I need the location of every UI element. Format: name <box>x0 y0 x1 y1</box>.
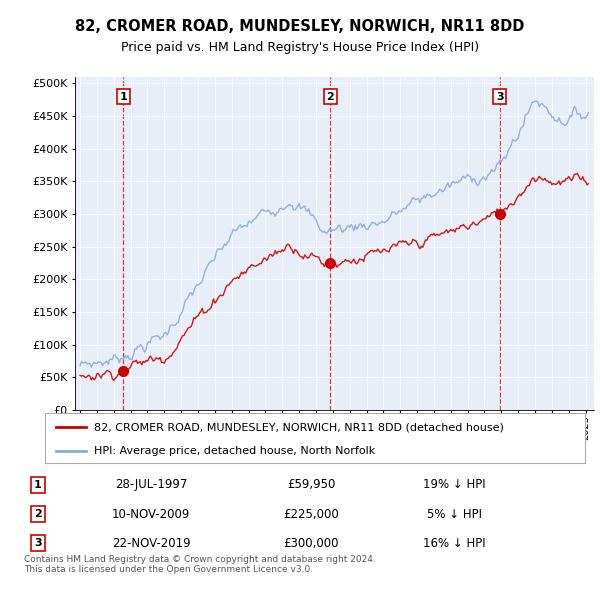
Text: 2: 2 <box>34 509 41 519</box>
Text: 1: 1 <box>34 480 41 490</box>
Text: £225,000: £225,000 <box>283 507 339 520</box>
Text: 10-NOV-2009: 10-NOV-2009 <box>112 507 190 520</box>
Text: 16% ↓ HPI: 16% ↓ HPI <box>423 536 486 550</box>
FancyBboxPatch shape <box>45 413 585 463</box>
Text: 1: 1 <box>119 91 127 101</box>
Text: Contains HM Land Registry data © Crown copyright and database right 2024.
This d: Contains HM Land Registry data © Crown c… <box>24 555 376 574</box>
Text: £59,950: £59,950 <box>287 478 335 491</box>
Text: 82, CROMER ROAD, MUNDESLEY, NORWICH, NR11 8DD (detached house): 82, CROMER ROAD, MUNDESLEY, NORWICH, NR1… <box>94 422 503 432</box>
Text: 5% ↓ HPI: 5% ↓ HPI <box>427 507 482 520</box>
Text: 3: 3 <box>34 538 41 548</box>
Text: 3: 3 <box>496 91 503 101</box>
Text: 22-NOV-2019: 22-NOV-2019 <box>112 536 190 550</box>
Text: 19% ↓ HPI: 19% ↓ HPI <box>423 478 486 491</box>
Text: Price paid vs. HM Land Registry's House Price Index (HPI): Price paid vs. HM Land Registry's House … <box>121 41 479 54</box>
Text: £300,000: £300,000 <box>283 536 339 550</box>
Text: 28-JUL-1997: 28-JUL-1997 <box>115 478 187 491</box>
Text: 82, CROMER ROAD, MUNDESLEY, NORWICH, NR11 8DD: 82, CROMER ROAD, MUNDESLEY, NORWICH, NR1… <box>76 19 524 34</box>
Text: HPI: Average price, detached house, North Norfolk: HPI: Average price, detached house, Nort… <box>94 445 375 455</box>
Text: 2: 2 <box>326 91 334 101</box>
